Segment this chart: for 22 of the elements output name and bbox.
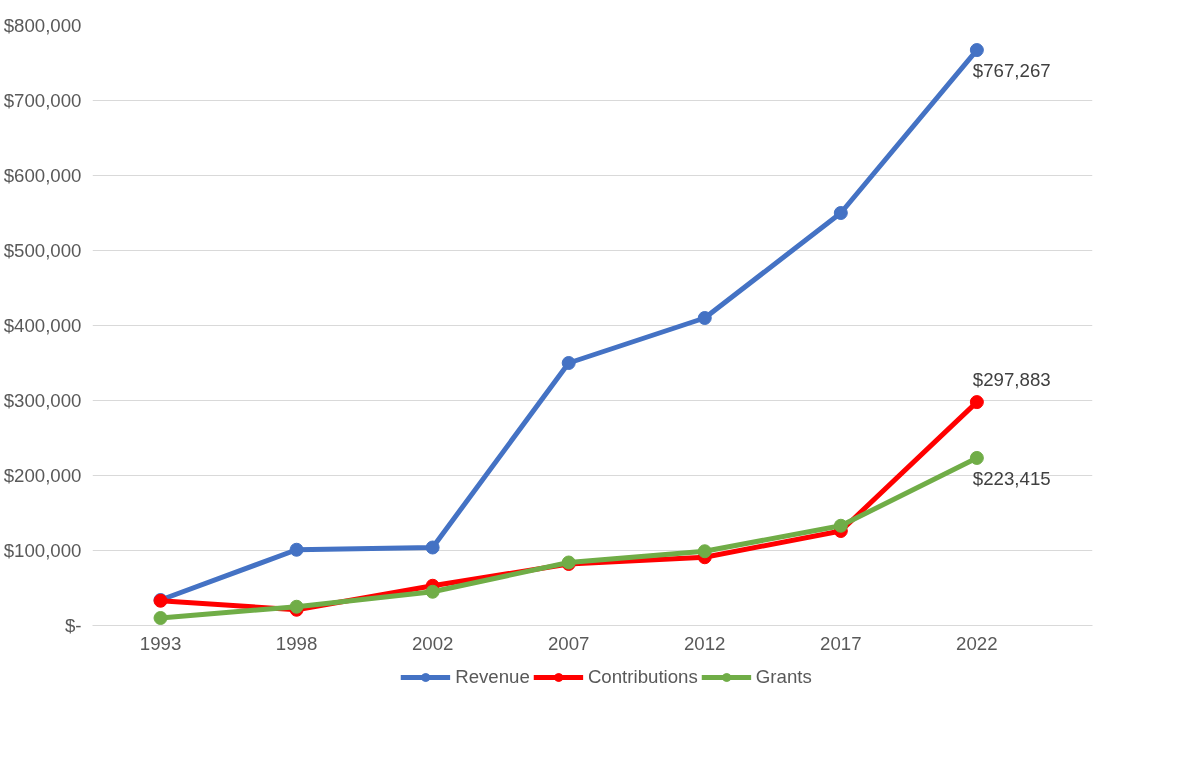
data-label: $297,883	[972, 369, 1051, 391]
data-label: $223,415	[972, 467, 1051, 489]
x-tick-label: 2002	[411, 632, 454, 654]
legend-label: Revenue	[455, 666, 530, 688]
y-tick-label: $500,000	[3, 240, 82, 261]
legend-label: Contributions	[587, 666, 698, 688]
data-label: $767,267	[972, 60, 1051, 82]
y-tick-label: $800,000	[3, 15, 82, 36]
y-tick-label: $200,000	[3, 465, 82, 486]
x-tick-label: 2012	[683, 632, 726, 654]
y-tick-label: $100,000	[3, 540, 82, 561]
legend-label: Grants	[755, 666, 812, 688]
y-tick-label: $400,000	[3, 315, 82, 336]
x-tick-label: 2017	[820, 632, 862, 654]
y-tick-label: $600,000	[3, 165, 82, 186]
y-tick-label: $300,000	[3, 390, 82, 411]
x-tick-label: 1998	[275, 632, 318, 654]
y-tick-label: $700,000	[3, 90, 82, 111]
x-tick-label: 1993	[139, 632, 182, 654]
x-tick-label: 2007	[547, 632, 590, 654]
y-tick-label: $-	[64, 615, 82, 636]
x-tick-label: 2022	[956, 632, 998, 654]
